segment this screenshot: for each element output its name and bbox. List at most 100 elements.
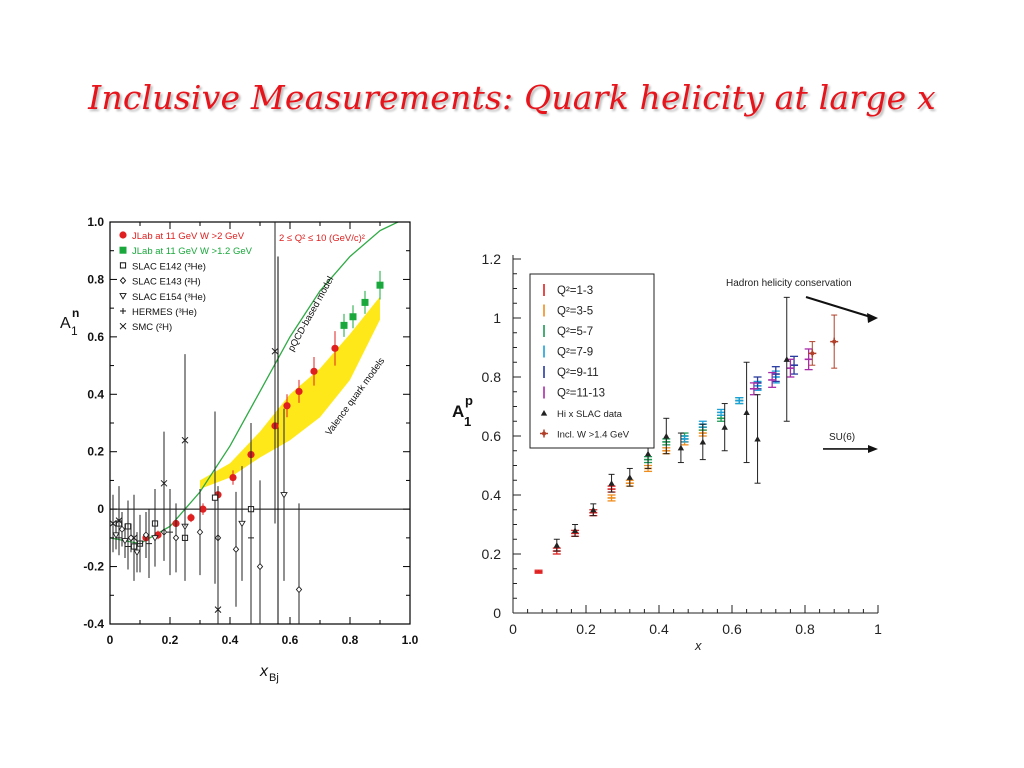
data-point: [783, 356, 790, 362]
legend-marker: [120, 308, 126, 314]
su6-arrowhead: [868, 444, 878, 453]
data-point: [376, 281, 384, 289]
y-tick-label: 0: [493, 605, 501, 621]
x-tick-label: 1.0: [402, 633, 419, 647]
data-point: [214, 606, 222, 613]
x-tick-label: 0.2: [576, 621, 596, 637]
legend-marker: [119, 246, 127, 254]
y-tick-label: 1: [493, 310, 501, 326]
y-axis-label-main: A: [60, 315, 71, 332]
data-point: [283, 402, 291, 410]
x-axis-label-sub: Bj: [269, 672, 279, 684]
legend-marker: [119, 231, 127, 239]
data-point: [121, 538, 129, 545]
y-tick-label: -0.2: [83, 560, 104, 574]
series-6: [110, 222, 279, 624]
data-point: [677, 444, 685, 451]
legend-label: JLab at 11 GeV W >1.2 GeV: [132, 246, 253, 257]
x-tick-label: 0.8: [342, 633, 359, 647]
legend-label: Q²=1-3: [557, 285, 593, 297]
y-tick-label: 1.0: [87, 215, 104, 229]
neutron-asymmetry-chart: 0 0.2 0.4 0.6 0.8 1.0 -0.4 -0.2 0 0.2 0.4 0.6 0.8 1.0…: [60, 215, 419, 684]
data-point: [295, 387, 303, 396]
data-point: [232, 545, 240, 554]
data-point: [271, 347, 279, 355]
x-tick-label: 0.2: [162, 633, 179, 647]
legend-label: Q²=11-13: [557, 388, 605, 400]
pqcd-curve-label: pQCD-based model: [286, 275, 336, 354]
proton-asymmetry-chart: 0 0.2 0.4 0.6 0.8 1 0 0.2 0.4 0.6 0.8 1 1.2 Ap 1 x Hadro…: [452, 251, 882, 653]
legend-label: SMC (²H): [132, 322, 172, 333]
data-point: [553, 542, 560, 548]
data-point: [130, 534, 138, 542]
hadron-helicity-label: Hadron helicity conservation: [726, 278, 852, 289]
data-point: [146, 540, 152, 547]
x-tick-label: 0: [107, 633, 114, 647]
legend-label: Q²=9-11: [557, 367, 599, 379]
y-tick-label: 0.6: [87, 330, 104, 344]
series-3: [680, 370, 780, 443]
series-5: [116, 423, 254, 624]
x-tick-label: 0.6: [722, 621, 742, 637]
q2-range-label: 2 ≤ Q² ≤ 10 (GeV/c)²: [279, 233, 365, 244]
data-point: [256, 562, 264, 571]
hadron-helicity-arrowhead: [867, 313, 878, 323]
data-point: [211, 494, 219, 501]
data-point: [743, 409, 750, 415]
data-point: [115, 517, 123, 524]
data-point: [229, 473, 237, 482]
data-point: [137, 540, 143, 547]
series-2: [644, 396, 744, 464]
data-point: [187, 514, 195, 522]
data-point: [590, 506, 597, 513]
x-tick-label: 0.6: [282, 633, 299, 647]
y-axis-label-sup: n: [72, 306, 79, 320]
data-point: [142, 531, 150, 539]
y-tick-label: 0: [97, 502, 104, 516]
legend-marker: [119, 276, 127, 285]
y-tick-label: 1.2: [482, 251, 502, 267]
data-point: [361, 298, 369, 306]
legend-marker: [119, 293, 127, 300]
x-tick-label: 0.4: [649, 621, 669, 637]
y-tick-label: 0.4: [87, 387, 104, 401]
data-point: [127, 534, 135, 542]
legend-label: SLAC E143 (²H): [132, 277, 201, 288]
series-3: [118, 480, 303, 624]
series-7: [808, 314, 839, 369]
series-4: [753, 355, 799, 390]
y-tick-label: 0.8: [87, 272, 104, 286]
y-axis-label-sup: p: [465, 393, 473, 408]
data-point: [721, 424, 728, 430]
data-point: [238, 520, 246, 528]
data-point: [118, 525, 126, 533]
slide-title: Inclusive Measurements: Quark helicity a…: [88, 78, 936, 117]
data-point: [349, 313, 357, 321]
series-6: [553, 296, 790, 552]
series-5: [749, 348, 813, 396]
data-point: [133, 549, 141, 557]
legend-marker: [119, 262, 127, 269]
legend-label: Q²=7-9: [557, 347, 593, 359]
data-point: [295, 585, 303, 594]
legend-marker: [540, 410, 548, 416]
su6-label: SU(6): [829, 432, 855, 443]
x-axis-label: x: [694, 638, 702, 653]
data-point: [181, 436, 189, 444]
y-tick-label: 0.8: [482, 369, 502, 385]
data-point: [663, 433, 670, 439]
x-tick-label: 0.4: [222, 633, 239, 647]
data-point: [644, 450, 652, 457]
y-axis-label-sub: 1: [464, 414, 471, 429]
data-point: [340, 321, 348, 329]
legend-box: [529, 273, 655, 449]
data-point: [160, 479, 168, 487]
data-point-center: [832, 339, 837, 344]
data-point: [172, 534, 180, 542]
data-point: [310, 367, 318, 375]
x-tick-label: 0.8: [795, 621, 815, 637]
legend-label: SLAC E154 (³He): [132, 292, 206, 303]
x-axis-label-main: x: [259, 663, 269, 680]
legend-label: Hi x SLAC data: [557, 409, 623, 420]
y-tick-label: 0.4: [482, 487, 502, 503]
